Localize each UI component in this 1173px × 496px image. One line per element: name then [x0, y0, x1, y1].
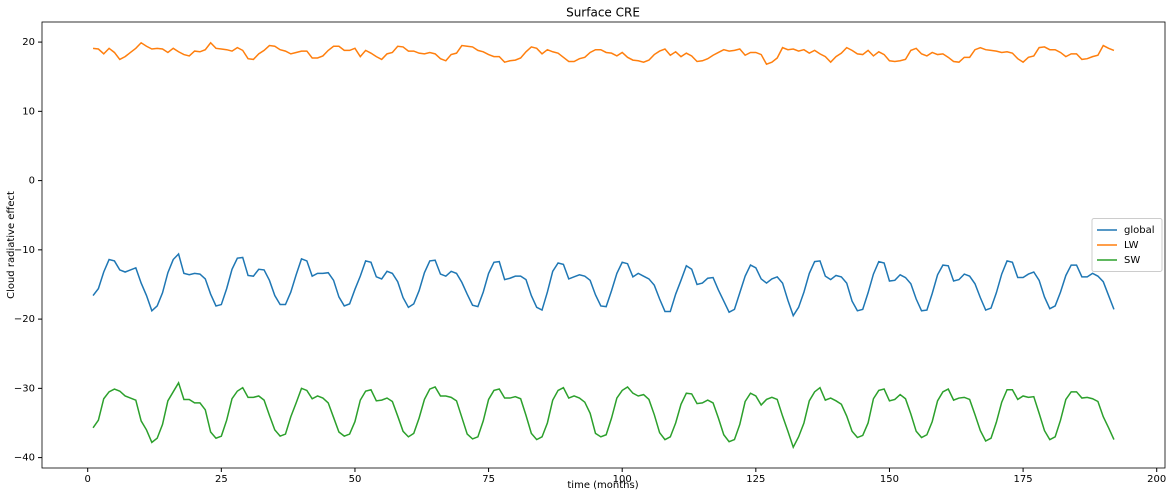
y-tick-label: −40 [14, 453, 35, 464]
y-tick-label: −10 [14, 245, 35, 256]
y-tick-label: 20 [22, 37, 35, 48]
x-tick-label: 175 [1014, 474, 1033, 485]
plot-frame [41, 21, 1166, 469]
y-tick-label: −30 [14, 383, 35, 394]
x-axis-label: time (months) [567, 480, 638, 491]
x-tick-label: 100 [613, 474, 632, 485]
x-tick-label: 125 [746, 474, 765, 485]
x-tick-label: 0 [85, 474, 91, 485]
legend-label: SW [1124, 255, 1140, 266]
series-line [92, 252, 1115, 318]
x-tick-label: 200 [1147, 474, 1166, 485]
x-tick-label: 50 [349, 474, 362, 485]
x-tick-label: 75 [482, 474, 495, 485]
x-tick-label: 25 [215, 474, 228, 485]
series-line [92, 41, 1115, 66]
y-tick-label: 0 [29, 176, 35, 187]
y-tick-label: 10 [22, 106, 35, 117]
legend-label: LW [1124, 240, 1139, 251]
series-line [92, 381, 1115, 450]
y-tick-label: −20 [14, 314, 35, 325]
legend-label: global [1124, 225, 1155, 236]
legend-box [1091, 218, 1163, 272]
chart-title: Surface CRE [566, 6, 640, 20]
x-tick-label: 150 [880, 474, 899, 485]
y-axis-label: Cloud radiative effect [6, 191, 17, 299]
